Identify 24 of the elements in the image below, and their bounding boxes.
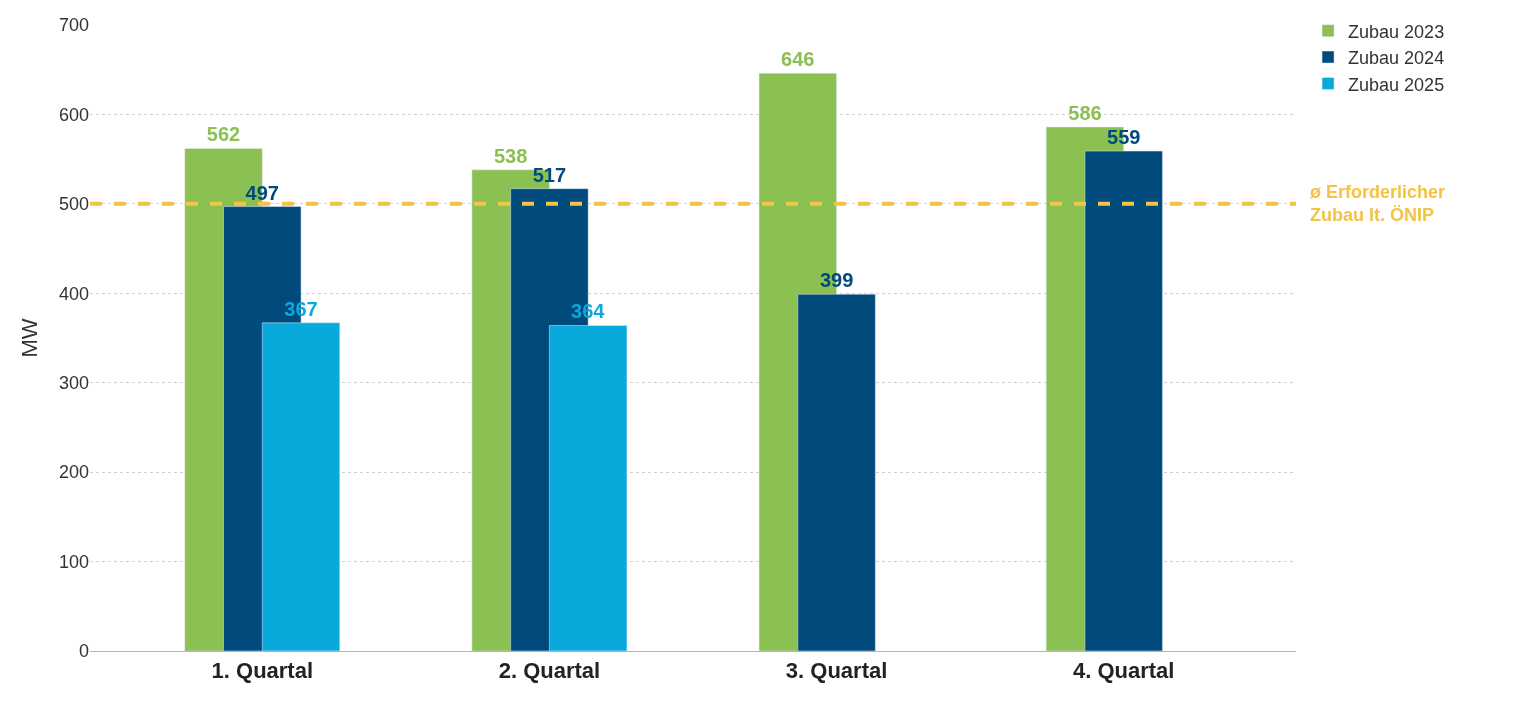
y-axis-title: MW — [16, 318, 42, 358]
legend-label: Zubau 2023 — [1348, 21, 1445, 42]
x-tick-label: 4. Quartal — [1072, 658, 1175, 684]
data-label: 364 — [571, 300, 606, 323]
y-tick-label: 0 — [78, 641, 89, 662]
data-label: 646 — [781, 48, 815, 71]
legend-label: Zubau 2025 — [1348, 74, 1445, 95]
x-tick-label: 1. Quartal — [211, 658, 314, 684]
x-tick-label: 2. Quartal — [498, 658, 601, 684]
ref-line-label: ø Erforderlicher Zubau lt. ÖNIP — [1310, 182, 1446, 226]
y-tick-label: 600 — [58, 104, 89, 125]
y-tick-label: 300 — [58, 373, 89, 394]
y-tick-label: 100 — [58, 551, 89, 572]
legend-label: Zubau 2024 — [1348, 48, 1445, 69]
data-label: 562 — [206, 123, 241, 146]
x-tick-label: 3. Quartal — [785, 658, 888, 684]
y-tick-label: 400 — [58, 283, 89, 304]
data-label: 586 — [1068, 101, 1102, 124]
y-tick-label: 500 — [58, 194, 89, 215]
y-tick-label: 700 — [58, 15, 89, 36]
data-label: 538 — [493, 144, 528, 167]
y-tick-label: 200 — [58, 462, 89, 483]
data-label: 367 — [284, 297, 318, 320]
data-label: 559 — [1107, 126, 1141, 149]
